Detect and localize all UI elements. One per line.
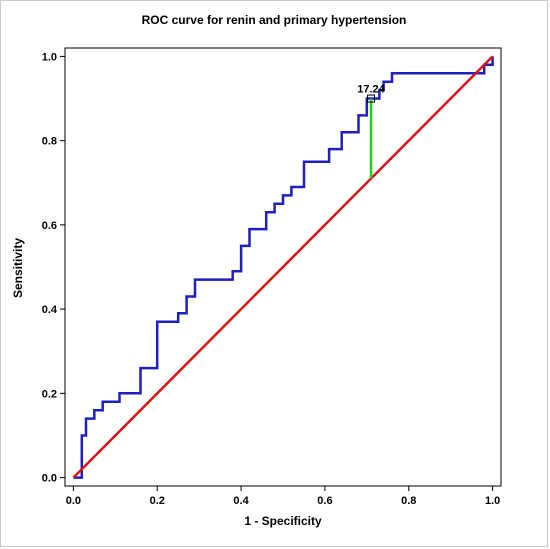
reference-diagonal-line	[72, 55, 494, 479]
plot-area	[64, 47, 502, 487]
y-tick-label: 0.8	[42, 136, 57, 148]
x-axis-title: 1 - Specificity	[244, 514, 322, 528]
x-tick-label: 0.6	[317, 495, 332, 507]
cutoff-marker	[367, 94, 376, 103]
y-tick-label: 0.2	[42, 388, 57, 400]
x-tick-label: 0.4	[233, 495, 249, 507]
series-layer	[72, 55, 494, 479]
x-axis-ticks: 0.0 0.2 0.4 0.6 0.8 1.0	[66, 486, 500, 507]
y-tick-label: 1.0	[42, 51, 57, 63]
roc-curve-line	[73, 56, 494, 479]
y-tick-label: 0.6	[42, 220, 57, 232]
x-tick-label: 0.8	[401, 495, 416, 507]
y-tick-label: 0.0	[42, 473, 57, 485]
cutoff-label: 17.24	[357, 84, 385, 96]
y-axis-ticks: 0.0 0.2 0.4 0.6 0.8 1.0	[42, 51, 65, 485]
y-axis-title: Sensitivity	[11, 238, 25, 298]
chart-title: ROC curve for renin and primary hyperten…	[142, 13, 407, 27]
x-tick-label: 0.0	[66, 495, 81, 507]
x-tick-label: 0.2	[150, 495, 165, 507]
x-tick-label: 1.0	[485, 495, 500, 507]
y-tick-label: 0.4	[42, 304, 58, 316]
cutoff-layer: 17.24	[357, 84, 386, 179]
